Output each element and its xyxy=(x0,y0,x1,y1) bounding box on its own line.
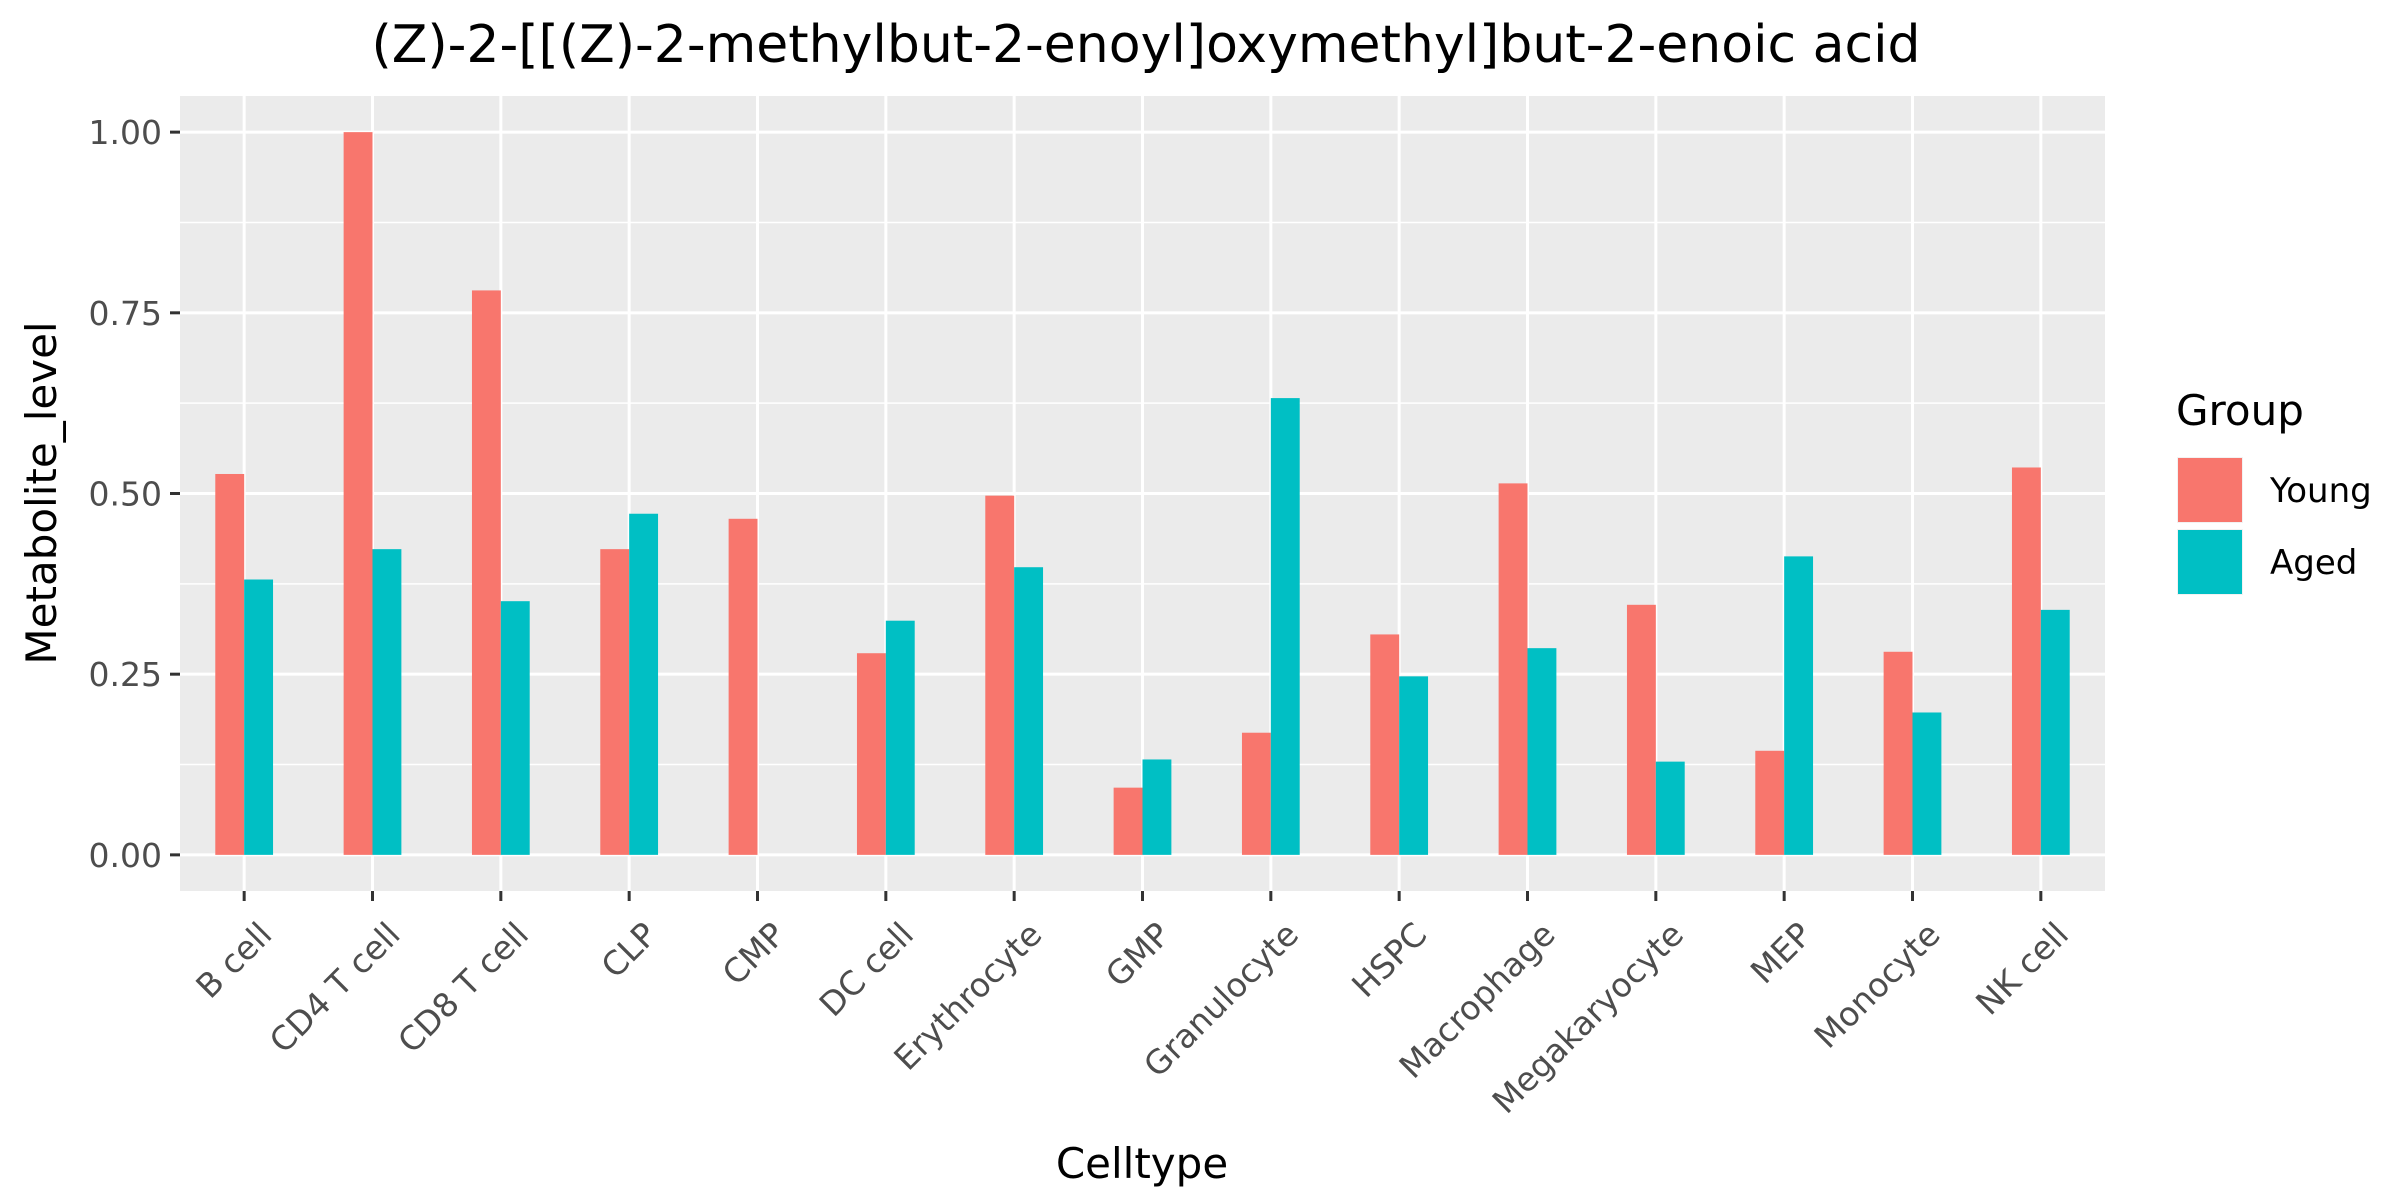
bar-young-clp xyxy=(600,549,630,855)
y-tick-label: 1.00 xyxy=(89,113,162,152)
y-tick-label: 0.75 xyxy=(89,294,162,333)
bar-aged-nk-cell xyxy=(2040,609,2070,855)
bar-aged-cd8-t-cell xyxy=(500,601,530,855)
bar-aged-erythrocyte xyxy=(1014,567,1044,855)
bar-aged-dc-cell xyxy=(885,620,915,855)
x-tick-label: CLP xyxy=(593,915,664,986)
x-tick-label: Monocyte xyxy=(1806,915,1947,1056)
bar-young-nk-cell xyxy=(2011,467,2041,855)
bar-young-megakaryocyte xyxy=(1626,604,1656,855)
bar-young-hspc xyxy=(1370,634,1400,855)
y-tick-label: 0.25 xyxy=(89,655,162,694)
bar-young-cmp xyxy=(728,518,758,855)
x-tick-label: HSPC xyxy=(1344,915,1434,1005)
bar-aged-granulocyte xyxy=(1270,398,1300,855)
x-tick-label: B cell xyxy=(188,915,279,1006)
y-tick-label: 0.00 xyxy=(89,836,162,875)
bar-aged-macrophage xyxy=(1527,648,1557,855)
bar-aged-clp xyxy=(629,513,659,855)
bars xyxy=(215,132,2070,855)
legend-label-aged: Aged xyxy=(2270,543,2357,583)
bar-aged-mep xyxy=(1784,556,1814,855)
bar-young-granulocyte xyxy=(1241,732,1271,855)
bar-young-mep xyxy=(1755,750,1785,855)
y-axis-title: Metabolite_level xyxy=(17,321,66,664)
bar-young-erythrocyte xyxy=(985,495,1015,855)
bar-aged-monocyte xyxy=(1912,712,1942,855)
legend: Group Young Aged xyxy=(2176,386,2372,595)
x-tick-label: CD8 T cell xyxy=(390,915,536,1061)
bar-aged-b-cell xyxy=(244,579,274,855)
legend-title: Group xyxy=(2176,386,2304,435)
legend-swatch-aged xyxy=(2178,530,2242,594)
bar-young-monocyte xyxy=(1883,651,1913,855)
chart-title: (Z)-2-[[(Z)-2-methylbut-2-enoyl]oxymethy… xyxy=(371,15,1920,75)
bar-aged-hspc xyxy=(1399,676,1429,855)
x-tick-label: MEP xyxy=(1743,915,1820,992)
x-tick-label: DC cell xyxy=(812,915,921,1024)
bar-young-dc-cell xyxy=(856,653,886,855)
bar-young-macrophage xyxy=(1498,483,1528,855)
bar-aged-megakaryocyte xyxy=(1655,761,1685,855)
y-tick-label: 0.50 xyxy=(89,475,162,514)
x-tick-label: CD4 T cell xyxy=(262,915,408,1061)
y-axis: 0.00 0.25 0.50 0.75 1.00 xyxy=(89,113,180,875)
x-axis-title: Celltype xyxy=(1056,1139,1228,1188)
legend-label-young: Young xyxy=(2269,471,2372,511)
legend-swatch-young xyxy=(2178,458,2242,522)
bar-young-gmp xyxy=(1113,787,1143,855)
bar-aged-cd4-t-cell xyxy=(372,549,402,855)
bar-aged-gmp xyxy=(1142,759,1172,855)
bar-young-b-cell xyxy=(215,473,245,855)
x-tick-label: CMP xyxy=(715,915,793,993)
bar-young-cd4-t-cell xyxy=(343,132,373,855)
x-tick-label: NK cell xyxy=(1968,915,2076,1023)
bar-young-cd8-t-cell xyxy=(471,290,501,855)
x-tick-label: GMP xyxy=(1098,915,1178,995)
